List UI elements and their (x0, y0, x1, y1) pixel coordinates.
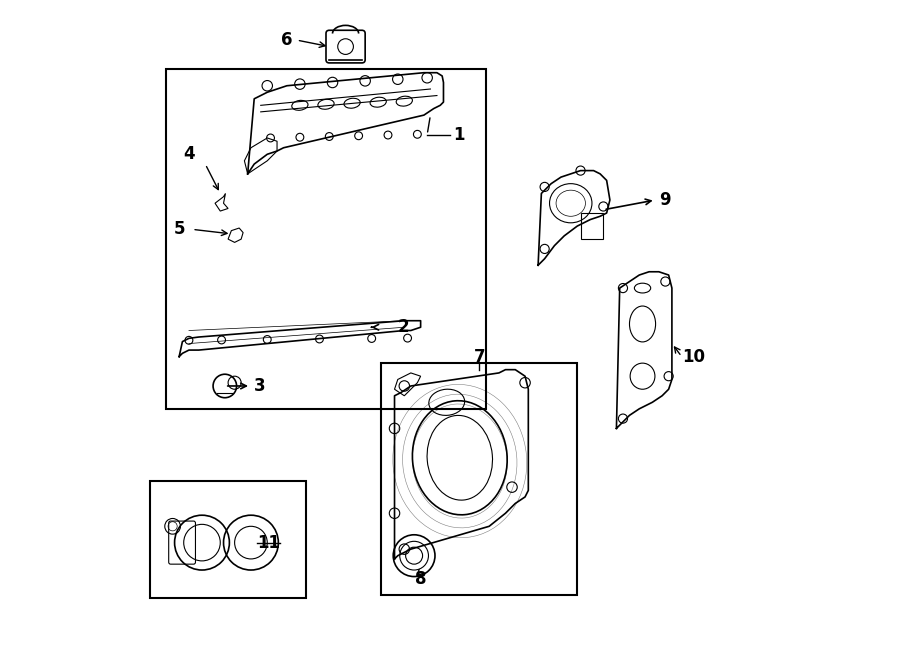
Text: 1: 1 (454, 126, 464, 143)
Text: 7: 7 (473, 348, 485, 366)
Text: 10: 10 (681, 348, 705, 366)
Text: 4: 4 (183, 145, 194, 163)
Bar (166, 69, 486, 408)
Text: 11: 11 (257, 533, 281, 552)
Text: 9: 9 (659, 191, 670, 209)
Bar (580, 213, 603, 239)
Bar (382, 363, 577, 595)
Text: 3: 3 (254, 377, 266, 395)
Bar (149, 481, 306, 598)
Text: 8: 8 (415, 570, 427, 588)
Text: 5: 5 (174, 220, 184, 239)
Text: 6: 6 (281, 31, 292, 49)
Text: 2: 2 (398, 318, 410, 336)
